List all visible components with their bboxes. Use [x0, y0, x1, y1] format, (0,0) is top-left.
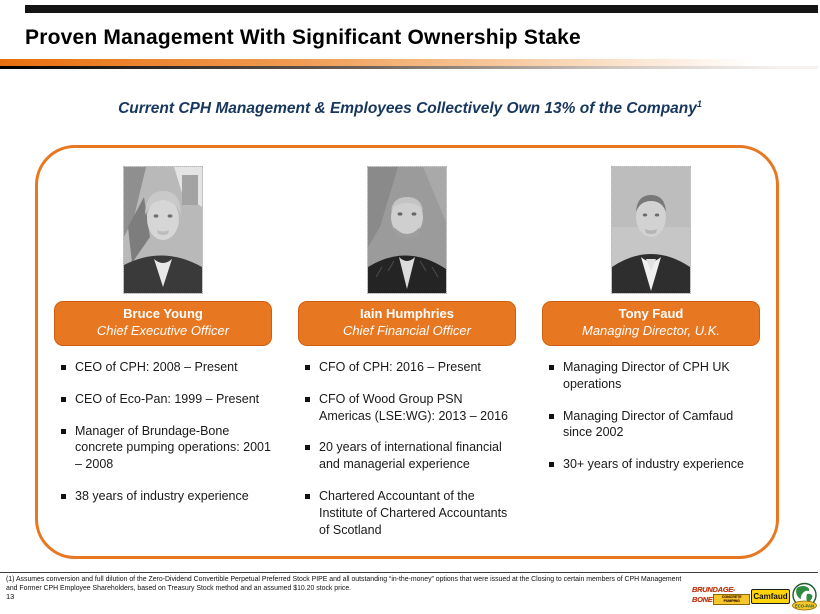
management-panel: Bruce Young Chief Executive Officer CEO … [35, 145, 779, 559]
title-divider-dark-gradient [0, 66, 818, 69]
subtitle-text: Current CPH Management & Employees Colle… [118, 100, 697, 118]
bullet-item: Manager of Brundage-Bone concrete pumpin… [58, 423, 272, 474]
person-role: Managing Director, U.K. [581, 322, 720, 338]
profile-card-tony-faud: Tony Faud Managing Director, U.K. Managi… [542, 166, 760, 556]
person-role: Chief Executive Officer [96, 322, 230, 338]
person-name: Iain Humphries [360, 306, 454, 321]
headshot-illustration [612, 167, 690, 293]
bullet-item: CEO of Eco-Pan: 1999 – Present [58, 391, 272, 408]
footnote-text: (1) Assumes conversion and full dilution… [6, 576, 682, 592]
bullet-item: CFO of CPH: 2016 – Present [302, 359, 516, 376]
bullet-item: 20 years of international financial and … [302, 439, 516, 473]
camfaud-logo-label: Camfaud [753, 592, 788, 601]
name-banner-bruce-young: Bruce Young Chief Executive Officer [54, 301, 272, 346]
brundage-bone-logo-tagline: CONCRETE PUMPING [713, 593, 750, 606]
title-divider [0, 59, 818, 70]
bullet-item: 30+ years of industry experience [546, 456, 760, 473]
slide-title: Proven Management With Significant Owner… [25, 26, 581, 49]
headshot-photo-tony-faud [611, 166, 691, 294]
profile-card-iain-humphries: Iain Humphries Chief Financial Officer C… [298, 166, 516, 556]
bio-bullet-list: CFO of CPH: 2016 – Present CFO of Wood Gr… [298, 359, 516, 554]
eco-pan-logo: ECO-PAN [791, 582, 818, 611]
footer-divider [0, 572, 818, 573]
headshot-illustration [368, 167, 446, 293]
eco-pan-logo-label: ECO-PAN [795, 603, 814, 608]
brundage-bone-logo-line1: BRUNDAGE- [692, 585, 736, 594]
bullet-item: Chartered Accountant of the Institute of… [302, 488, 516, 539]
person-name: Tony Faud [618, 306, 684, 321]
bullet-item: CEO of CPH: 2008 – Present [58, 359, 272, 376]
bullet-item: Managing Director of CPH UK operations [546, 359, 760, 393]
slide-subtitle: Current CPH Management & Employees Colle… [0, 99, 820, 118]
bullet-item: 38 years of industry experience [58, 488, 272, 505]
headshot-photo-bruce-young [123, 166, 203, 294]
bio-bullet-list: CEO of CPH: 2008 – Present CEO of Eco-Pan… [54, 359, 272, 520]
camfaud-logo: Camfaud [751, 589, 790, 604]
bullet-item: CFO of Wood Group PSN Americas (LSE:WG):… [302, 391, 516, 425]
brundage-bone-logo-line2: BONE [692, 594, 713, 604]
subtitle-footnote-marker: 1 [696, 99, 702, 109]
name-banner-tony-faud: Tony Faud Managing Director, U.K. [542, 301, 760, 346]
eco-pan-globe-icon: ECO-PAN [792, 582, 817, 611]
title-divider-orange-gradient [0, 59, 818, 66]
headshot-illustration [124, 167, 202, 293]
top-black-bar [25, 5, 818, 13]
brundage-bone-logo: BRUNDAGE- BONE CONCRETE PUMPING [692, 586, 750, 608]
name-banner-iain-humphries: Iain Humphries Chief Financial Officer [298, 301, 516, 346]
profile-card-bruce-young: Bruce Young Chief Executive Officer CEO … [54, 166, 272, 556]
bullet-item: Managing Director of Camfaud since 2002 [546, 408, 760, 442]
person-role: Chief Financial Officer [343, 322, 471, 338]
bio-bullet-list: Managing Director of CPH UK operations Ma… [542, 359, 760, 488]
person-name: Bruce Young [123, 306, 203, 321]
page-number: 13 [6, 592, 15, 601]
headshot-photo-iain-humphries [367, 166, 447, 294]
